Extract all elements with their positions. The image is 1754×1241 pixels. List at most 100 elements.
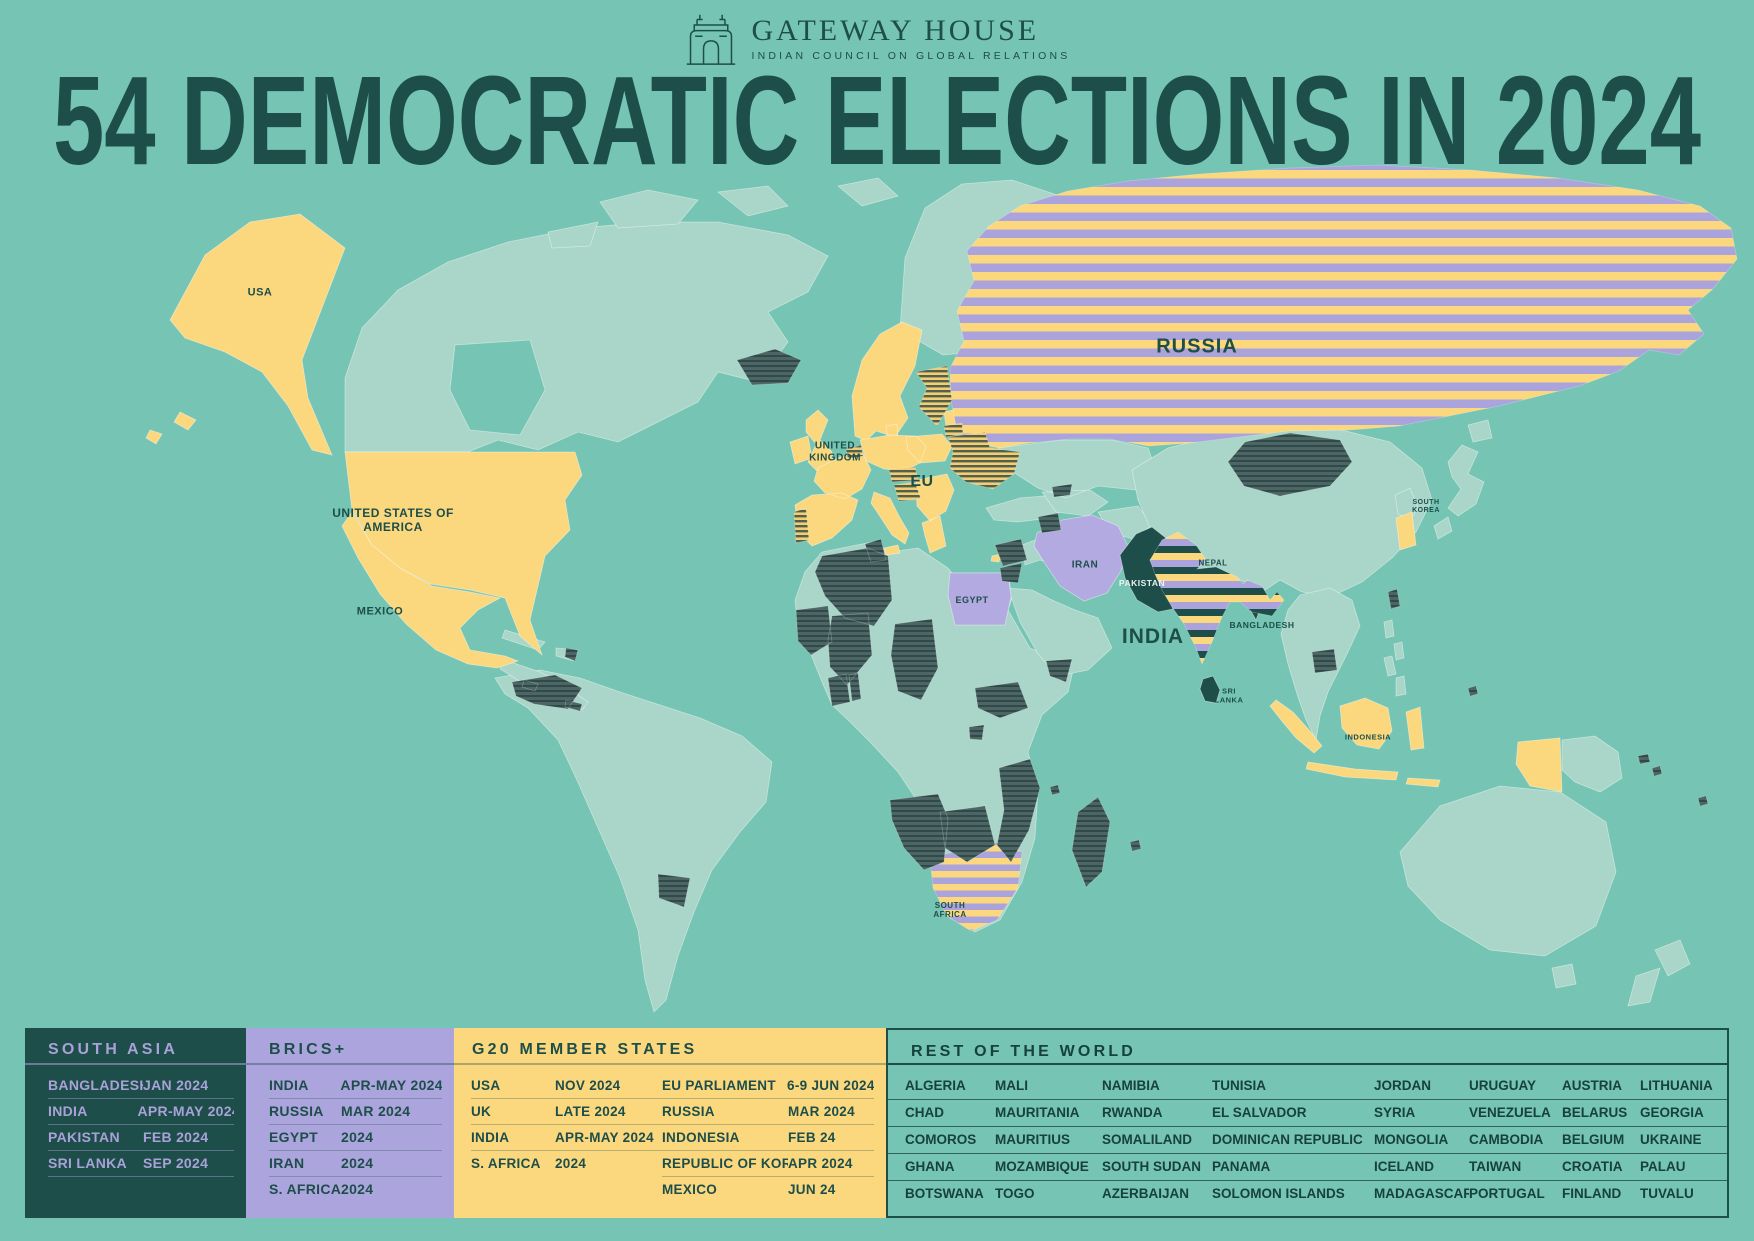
country-name: AUSTRIA bbox=[1562, 1078, 1622, 1093]
country-name: USA bbox=[471, 1078, 501, 1093]
country-mexico bbox=[341, 511, 520, 669]
g20-left-column: USA NOV 2024 UK LATE 2024 INDIA APR-MAY 202… bbox=[471, 1073, 662, 1203]
region-syria-jordan bbox=[994, 538, 1028, 584]
election-date: NOV 2024 bbox=[555, 1078, 621, 1093]
legend-row: EGYPT 2024 bbox=[269, 1125, 442, 1151]
legend-row: SRI LANKA SEP 2024 bbox=[48, 1151, 234, 1177]
country-cambodia bbox=[1311, 648, 1338, 674]
panel-brics: BRICS+ INDIA APR-MAY 2024 RUSSIA MAR 2024 … bbox=[246, 1028, 454, 1218]
country-name: MEXICO bbox=[662, 1182, 718, 1197]
map-label-india: INDIA bbox=[1121, 624, 1185, 648]
legend-row: INDONESIA FEB 24 bbox=[662, 1125, 874, 1151]
country-name: EL SALVADOR bbox=[1212, 1105, 1307, 1120]
legend-row: BANGLADESH JAN 2024 bbox=[48, 1073, 234, 1099]
election-date: MAR 2024 bbox=[788, 1104, 855, 1119]
region-pacific-rest-countries bbox=[1467, 685, 1709, 807]
country-name: SOUTH SUDAN bbox=[1102, 1159, 1202, 1174]
country-name: PALAU bbox=[1640, 1159, 1686, 1174]
election-date: APR-MAY 2024 bbox=[137, 1103, 235, 1119]
country-name: BELARUS bbox=[1562, 1105, 1628, 1120]
country-name: TAIWAN bbox=[1469, 1159, 1522, 1174]
legend-row: RUSSIA MAR 2024 bbox=[662, 1099, 874, 1125]
legend-row: MEXICO JUN 24 bbox=[662, 1177, 874, 1203]
country-name: VENEZUELA bbox=[1469, 1105, 1551, 1120]
landmass-canada bbox=[344, 221, 829, 453]
country-name: MONGOLIA bbox=[1374, 1132, 1449, 1147]
election-date: 2024 bbox=[341, 1181, 374, 1197]
region-georgia-azerbaijan bbox=[1037, 483, 1073, 534]
landmass-japan bbox=[1433, 419, 1493, 540]
title-banner: 54 DEMOCRATIC ELECTIONS IN 2024 bbox=[53, 62, 1701, 191]
election-date: MAR 2024 bbox=[341, 1103, 411, 1119]
country-name: IRAN bbox=[269, 1155, 305, 1171]
country-name: MADAGASCAR bbox=[1374, 1186, 1469, 1201]
gateway-arch-icon bbox=[687, 14, 736, 65]
country-name: MAURITIUS bbox=[995, 1132, 1070, 1147]
region-scandinavia bbox=[851, 321, 923, 443]
country-south-korea bbox=[1395, 511, 1417, 551]
country-name: EU PARLIAMENT bbox=[662, 1078, 776, 1093]
election-date: LATE 2024 bbox=[555, 1104, 626, 1119]
map-label-bangladesh: BANGLADESH bbox=[1229, 620, 1295, 631]
country-name: CAMBODIA bbox=[1469, 1132, 1544, 1147]
country-name: S. AFRICA bbox=[269, 1181, 341, 1197]
legend-row: INDIA APR-MAY 2024 bbox=[471, 1125, 662, 1151]
panel-south-asia-title: SOUTH ASIA bbox=[25, 1028, 246, 1065]
logo-name: GATEWAY HOUSE bbox=[751, 14, 1040, 47]
country-taiwan bbox=[1387, 588, 1401, 610]
gateway-house-logo: GATEWAY HOUSE INDIAN COUNCIL ON GLOBAL R… bbox=[0, 12, 1754, 66]
country-name: RUSSIA bbox=[269, 1103, 324, 1119]
map-label-south-africa: SOUTH AFRICA bbox=[933, 900, 967, 919]
region-belarus-ukraine bbox=[947, 431, 1021, 490]
country-name: FINLAND bbox=[1562, 1186, 1622, 1201]
country-name: RUSSIA bbox=[662, 1104, 715, 1119]
country-iran bbox=[1033, 514, 1129, 602]
region-africa-rest-countries bbox=[795, 538, 1142, 888]
legend-row: REPUBLIC OF KOREAAPR 2024 bbox=[662, 1151, 874, 1177]
legend-row: COMOROS MAURITIUS SOMALILAND DOMINICAN REPU… bbox=[888, 1127, 1727, 1154]
country-name: MALI bbox=[995, 1078, 1028, 1093]
map-label-nepal: NEPAL bbox=[1198, 558, 1228, 568]
election-date: 2024 bbox=[555, 1156, 587, 1171]
map-label-united-kingdom: UNITED KINGDOM bbox=[809, 440, 861, 464]
country-name: AZERBAIJAN bbox=[1102, 1186, 1190, 1201]
country-name: CHAD bbox=[905, 1105, 944, 1120]
country-name: SOMALILAND bbox=[1102, 1132, 1192, 1147]
panel-brics-title: BRICS+ bbox=[246, 1028, 454, 1065]
legend-row: RUSSIA MAR 2024 bbox=[269, 1099, 442, 1125]
map-label-pakistan: PAKISTAN bbox=[1118, 578, 1166, 589]
election-date: JAN 2024 bbox=[143, 1077, 209, 1093]
map-label-iran: IRAN bbox=[1071, 559, 1099, 571]
country-iceland bbox=[736, 348, 802, 386]
election-date: FEB 24 bbox=[788, 1130, 836, 1145]
landmass-philippines bbox=[1383, 619, 1407, 697]
panel-g20-columns: USA NOV 2024 UK LATE 2024 INDIA APR-MAY 202… bbox=[454, 1065, 886, 1203]
legend-row: INDIA APR-MAY 2024 bbox=[269, 1073, 442, 1099]
map-label-usa: UNITED STATES OF AMERICA bbox=[332, 506, 454, 534]
landmass-papua-new-guinea bbox=[1561, 735, 1623, 793]
legend-row: S. AFRICA 2024 bbox=[269, 1177, 442, 1203]
election-date: APR 2024 bbox=[788, 1156, 853, 1171]
country-russia bbox=[949, 164, 1738, 449]
country-sri-lanka bbox=[1199, 675, 1221, 704]
landmass-south-america bbox=[494, 669, 773, 1013]
map-label-alaska: USA bbox=[247, 286, 273, 299]
legend-row: GHANA MOZAMBIQUE SOUTH SUDAN PANAMA ICELAND T… bbox=[888, 1154, 1727, 1181]
landmass-australia bbox=[1399, 785, 1617, 989]
country-name: TUVALU bbox=[1640, 1186, 1694, 1201]
country-name: CROATIA bbox=[1562, 1159, 1623, 1174]
landmass-north-korea bbox=[1394, 487, 1419, 521]
election-date: APR-MAY 2024 bbox=[340, 1077, 442, 1093]
country-name: REPUBLIC OF KOREA bbox=[662, 1156, 788, 1171]
election-date: APR-MAY 2024 bbox=[555, 1130, 654, 1145]
panel-rest-of-world: REST OF THE WORLD ALGERIA MALI NAMIBIA TUNI… bbox=[886, 1028, 1729, 1218]
panel-brics-rows: INDIA APR-MAY 2024 RUSSIA MAR 2024 EGYPT 20… bbox=[246, 1065, 454, 1203]
legend-row: USA NOV 2024 bbox=[471, 1073, 662, 1099]
country-name: NAMIBIA bbox=[1102, 1078, 1160, 1093]
panel-rest-rows: ALGERIA MALI NAMIBIA TUNISIA JORDAN URUGUAY AU… bbox=[888, 1065, 1727, 1207]
country-name: TUNISIA bbox=[1212, 1078, 1266, 1093]
country-name: MOZAMBIQUE bbox=[995, 1159, 1089, 1174]
page-title: 54 DEMOCRATIC ELECTIONS IN 2024 bbox=[53, 62, 1701, 191]
country-name: LITHUANIA bbox=[1640, 1078, 1713, 1093]
